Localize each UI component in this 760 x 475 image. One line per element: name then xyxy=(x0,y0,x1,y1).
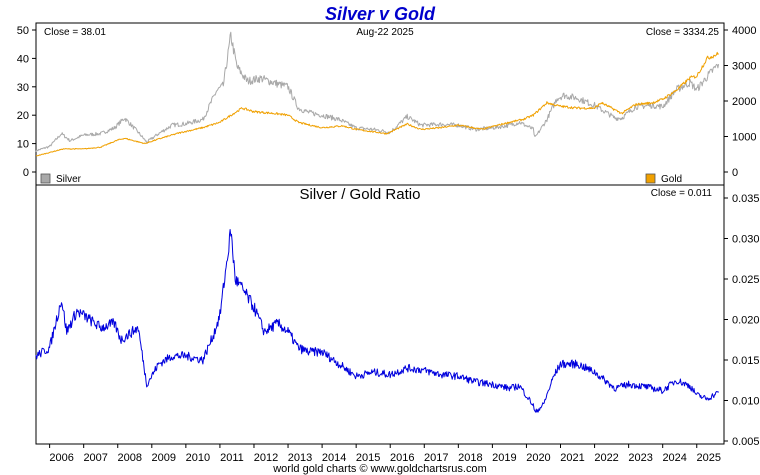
silver-legend-swatch xyxy=(40,173,51,184)
ratio-tick-label: 0.010 xyxy=(732,396,760,408)
top-panel: Close = 38.01 Aug-22 2025 Close = 3334.2… xyxy=(17,22,756,186)
left-tick-label: 30 xyxy=(17,82,29,94)
x-tick-label: 2021 xyxy=(560,452,584,464)
x-tick-label: 2025 xyxy=(697,452,721,464)
bottom-panel: Silver / Gold Ratio Close = 0.011 0.0050… xyxy=(35,184,760,448)
date-label: Aug-22 2025 xyxy=(356,27,414,38)
top-panel-frame xyxy=(35,22,725,186)
ratio-series-path xyxy=(35,229,719,413)
left-axis-ticks: 0 10 20 30 40 50 xyxy=(17,25,36,179)
right-tick-label: 1000 xyxy=(732,132,756,144)
right-tick-label: 0 xyxy=(732,167,738,179)
gold-close-readout: Close = 3334.25 xyxy=(646,27,720,38)
left-tick-label: 40 xyxy=(17,53,29,65)
gold-series-line xyxy=(35,51,719,157)
x-tick-label: 2011 xyxy=(220,452,244,464)
x-tick-label: 2018 xyxy=(458,452,482,464)
ratio-series-line xyxy=(35,229,719,413)
left-tick-label: 10 xyxy=(17,139,29,151)
right-tick-label: 2000 xyxy=(732,96,756,108)
x-tick-label: 2022 xyxy=(594,452,618,464)
left-tick-label: 50 xyxy=(17,25,29,37)
ratio-tick-label: 0.025 xyxy=(732,274,760,286)
x-tick-label: 2009 xyxy=(152,452,176,464)
ratio-tick-label: 0.035 xyxy=(732,193,760,205)
x-tick-label: 2012 xyxy=(254,452,278,464)
gold-legend-label: Gold xyxy=(661,174,682,185)
right-tick-label: 4000 xyxy=(732,25,756,37)
footer-source: world gold charts © www.goldchartsrus.co… xyxy=(272,463,487,475)
right-axis-ticks: 0 1000 2000 3000 4000 xyxy=(724,25,756,179)
ratio-tick-label: 0.030 xyxy=(732,234,760,246)
x-tick-label: 2016 xyxy=(390,452,414,464)
silver-legend-label: Silver xyxy=(56,174,82,185)
x-tick-label: 2017 xyxy=(424,452,448,464)
x-tick-label: 2010 xyxy=(186,452,210,464)
x-tick-label: 2006 xyxy=(49,452,73,464)
left-tick-label: 20 xyxy=(17,110,29,122)
gold-legend-swatch xyxy=(645,173,656,184)
x-tick-label: 2015 xyxy=(356,452,380,464)
x-tick-label: 2013 xyxy=(288,452,312,464)
ratio-tick-label: 0.015 xyxy=(732,355,760,367)
right-tick-label: 3000 xyxy=(732,61,756,73)
top-series-lines xyxy=(35,31,720,157)
x-tick-label: 2019 xyxy=(492,452,516,464)
ratio-axis-ticks: 0.005 0.010 0.015 0.020 0.025 0.030 0.035 xyxy=(724,193,760,448)
chart-title: Silver v Gold xyxy=(325,4,436,24)
x-tick-label: 2024 xyxy=(662,452,686,464)
silver-series-line xyxy=(35,31,720,152)
ratio-tick-label: 0.020 xyxy=(732,315,760,327)
x-tick-label: 2014 xyxy=(322,452,346,464)
x-tick-label: 2023 xyxy=(628,452,652,464)
ratio-tick-label: 0.005 xyxy=(732,436,760,448)
ratio-close-readout: Close = 0.011 xyxy=(651,188,713,199)
x-axis-ticks: 2006 2007 2008 2009 2010 2011 2012 2013 2014 2015… xyxy=(49,444,721,464)
x-tick-label: 2007 xyxy=(83,452,107,464)
x-tick-label: 2020 xyxy=(526,452,550,464)
bottom-panel-frame xyxy=(35,184,725,445)
ratio-title: Silver / Gold Ratio xyxy=(300,186,421,203)
silver-close-readout: Close = 38.01 xyxy=(44,27,106,38)
left-tick-label: 0 xyxy=(23,167,29,179)
x-tick-label: 2008 xyxy=(118,452,142,464)
